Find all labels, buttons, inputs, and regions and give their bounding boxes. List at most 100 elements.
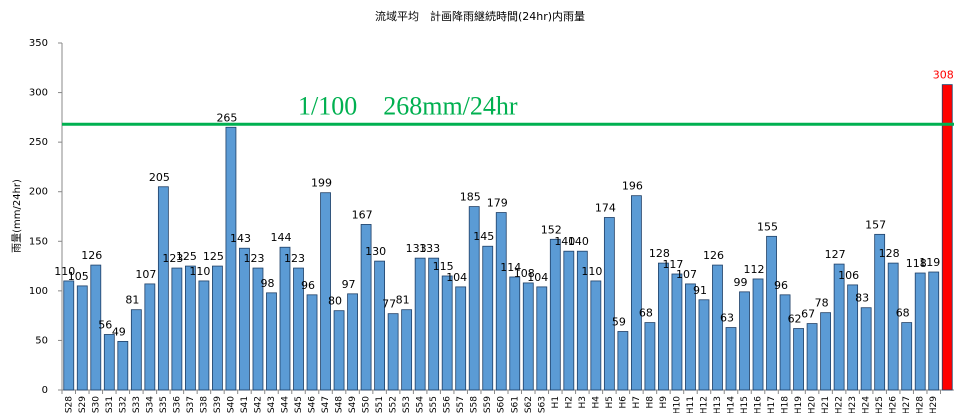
value-label: 126	[703, 249, 724, 262]
bar	[806, 323, 818, 391]
x-tick-label: H14	[727, 396, 737, 413]
bar	[130, 309, 142, 391]
value-label: 62	[788, 313, 802, 326]
bar	[820, 312, 832, 391]
x-tick-label: S40	[226, 396, 236, 413]
bar	[549, 238, 561, 391]
value-label: 56	[98, 318, 112, 331]
bar	[360, 224, 372, 391]
bar	[76, 285, 88, 391]
x-tick-label: H5	[605, 396, 615, 409]
value-label: 144	[271, 231, 292, 244]
x-tick-label: H28	[916, 396, 926, 413]
value-label: 123	[243, 252, 264, 265]
value-label: 133	[406, 242, 427, 255]
x-tick-label: S61	[510, 396, 520, 413]
value-label: 140	[568, 235, 589, 248]
bar	[266, 292, 277, 391]
x-tick-label: H1	[551, 396, 561, 409]
x-tick-label: H9	[659, 396, 669, 409]
x-tick-label: H29	[929, 396, 939, 413]
bar	[239, 247, 250, 391]
value-label: 125	[176, 250, 197, 263]
y-tick-label: 150	[29, 236, 48, 247]
x-tick-label: S45	[294, 396, 304, 413]
x-tick-label: S56	[443, 396, 453, 413]
y-tick-label: 250	[29, 137, 48, 148]
x-tick-label: S60	[497, 396, 507, 413]
x-tick-label: S33	[132, 396, 142, 413]
value-label: 123	[284, 252, 305, 265]
bar	[928, 271, 940, 391]
x-tick-label: H25	[875, 396, 885, 413]
x-tick-label: H26	[889, 396, 899, 413]
bar	[725, 327, 737, 391]
bar	[90, 264, 102, 391]
x-tick-label: S29	[78, 396, 88, 413]
bar	[536, 286, 548, 391]
value-label: 205	[149, 171, 170, 184]
value-label: 145	[473, 230, 494, 243]
value-label: 78	[815, 297, 829, 310]
y-tick-label: 200	[29, 187, 48, 198]
value-label: 49	[112, 325, 126, 338]
value-label: 98	[260, 277, 274, 290]
value-label: 106	[838, 269, 859, 282]
x-tick-label: S50	[362, 396, 372, 413]
x-tick-label: S58	[470, 396, 480, 413]
y-tick-label: 50	[35, 335, 48, 346]
value-label: 199	[311, 177, 332, 190]
bar	[441, 275, 453, 391]
value-label: 118	[906, 257, 927, 270]
value-label: 104	[527, 271, 548, 284]
x-tick-label: S49	[348, 396, 358, 413]
x-tick-label: S63	[537, 396, 547, 413]
x-tick-label: S43	[267, 396, 277, 413]
bar	[482, 245, 494, 391]
bar	[144, 283, 156, 391]
value-label: 63	[720, 312, 734, 325]
x-tick-label: H23	[848, 396, 858, 413]
bar	[306, 294, 318, 391]
bar	[833, 263, 845, 391]
bar	[901, 322, 913, 391]
bar	[468, 206, 480, 391]
bar	[455, 286, 467, 391]
x-tick-label: S28	[64, 396, 74, 413]
x-tick-label: H15	[740, 396, 750, 413]
bar	[198, 280, 210, 391]
x-tick-label: H21	[821, 396, 831, 413]
x-tick-label: S59	[483, 396, 493, 413]
bar	[630, 195, 642, 391]
bar	[671, 273, 683, 391]
value-label: 110	[189, 265, 210, 278]
y-tick-label: 100	[29, 286, 48, 297]
bar	[225, 126, 237, 391]
bar	[576, 250, 588, 391]
bar	[171, 267, 183, 391]
value-label: 179	[487, 197, 508, 210]
x-tick-label: H7	[632, 396, 642, 409]
bar	[293, 267, 304, 391]
bar	[184, 265, 196, 391]
value-label: 174	[595, 201, 616, 214]
bar	[779, 294, 791, 391]
x-tick-label: H24	[862, 396, 872, 413]
value-label: 115	[433, 260, 454, 273]
value-label: 68	[896, 307, 910, 320]
value-label: 128	[649, 247, 670, 260]
value-label: 105	[68, 270, 89, 283]
x-tick-label: H19	[794, 396, 804, 413]
x-tick-label: S30	[91, 396, 101, 413]
y-axis-label: 雨量(mm/24hr)	[11, 179, 23, 253]
value-label: 265	[216, 111, 237, 124]
x-tick-label: S35	[159, 396, 169, 413]
x-tick-label: S48	[335, 396, 345, 413]
bar	[739, 291, 750, 391]
chart-title: 流域平均 計画降雨継続時間(24hr)内雨量	[375, 9, 585, 23]
x-tick-label: H17	[767, 396, 777, 413]
value-label: 110	[581, 265, 602, 278]
x-tick-label: S57	[456, 396, 466, 413]
bar	[320, 192, 331, 391]
bar	[347, 293, 358, 391]
